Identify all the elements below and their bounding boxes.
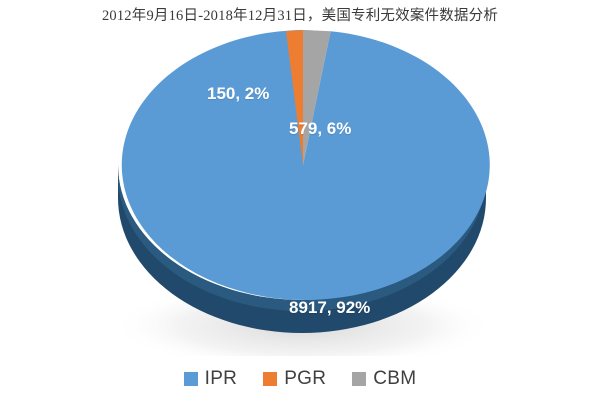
chart-legend: IPR PGR CBM [0,368,600,390]
data-label-pgr: 150, 2% [207,84,270,103]
pie-slice-ipr [121,30,490,300]
legend-item-cbm[interactable]: CBM [352,368,416,390]
legend-label-pgr: PGR [284,368,327,389]
pie-chart-svg [111,30,495,370]
legend-label-ipr: IPR [204,368,238,389]
legend-swatch-pgr [263,372,278,386]
data-label-ipr: 8917, 92% [289,298,371,317]
pie-slice-pgr [286,30,303,165]
legend-swatch-cbm [352,372,367,386]
legend-item-ipr[interactable]: IPR [183,368,238,390]
legend-swatch-ipr [183,372,198,386]
data-label-cbm: 579, 6% [289,119,352,138]
legend-label-cbm: CBM [373,368,417,389]
pie-chart-canvas: 150, 2% 579, 6% 8917, 92% [0,26,600,370]
legend-item-pgr[interactable]: PGR [263,368,326,390]
chart-title: 2012年9月16日-2018年12月31日，美国专利无效案件数据分析 [101,8,499,24]
pie-top-face [121,30,490,300]
pie-3d-side [118,165,486,333]
pie-slice-cbm-wedge [303,30,331,165]
